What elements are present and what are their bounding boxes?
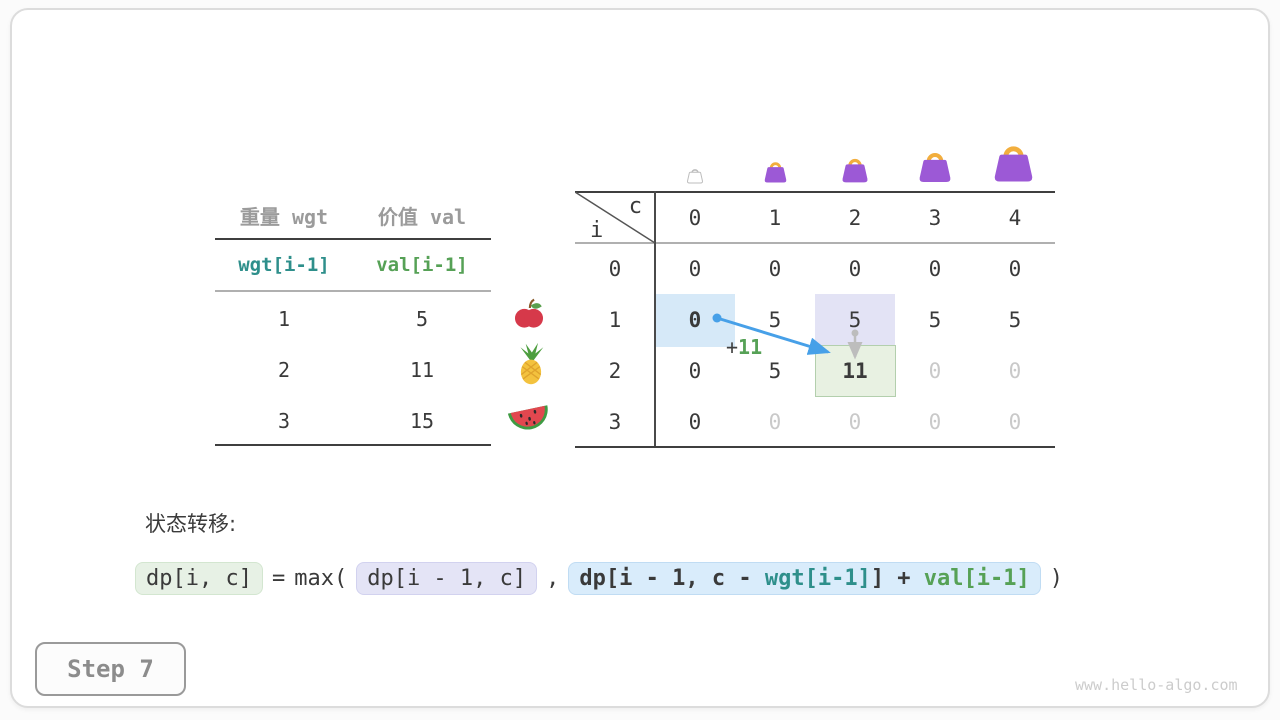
col-header: 0 bbox=[688, 205, 702, 230]
bag-large-icon bbox=[915, 147, 955, 184]
items-table-header: 重量 wgt 价值 val bbox=[215, 192, 491, 238]
watermelon-icon bbox=[506, 398, 552, 434]
apple-icon bbox=[512, 296, 546, 332]
col-header: 4 bbox=[1008, 205, 1022, 230]
formula-lhs: dp[i, c] bbox=[135, 562, 263, 595]
item-weight: 1 bbox=[277, 306, 291, 331]
items-table-index-row: wgt[i-1] val[i-1] bbox=[215, 240, 491, 290]
bag-medium-icon bbox=[839, 154, 871, 184]
divider bbox=[215, 444, 491, 446]
divider bbox=[215, 238, 491, 240]
bag-small-icon bbox=[762, 158, 789, 184]
weight-header: 重量 wgt bbox=[239, 204, 329, 229]
equals-sign: = bbox=[271, 566, 286, 591]
value-header: 价值 val bbox=[377, 204, 467, 229]
formula-arg2: dp[i - 1, c - wgt[i-1]] + val[i-1] bbox=[568, 562, 1041, 595]
item-weight: 2 bbox=[277, 357, 291, 382]
plus-sign: + bbox=[726, 335, 739, 359]
dp-cell: 0 bbox=[928, 256, 942, 281]
formula-arg1: dp[i - 1, c] bbox=[356, 562, 538, 595]
dp-row-0: 0 0 0 0 0 bbox=[655, 243, 1055, 294]
dp-cell-pending: 0 bbox=[848, 409, 862, 434]
corner-col-var: c bbox=[628, 194, 642, 219]
dp-cell: 5 bbox=[928, 307, 942, 332]
arg2-wgt-term: wgt[i-1] bbox=[764, 566, 871, 591]
dp-cell: 5 bbox=[768, 358, 782, 383]
divider bbox=[575, 242, 1055, 244]
dp-cell: 0 bbox=[688, 256, 702, 281]
item-value: 5 bbox=[415, 306, 429, 331]
col-header: 2 bbox=[848, 205, 862, 230]
item-value: 15 bbox=[409, 408, 435, 433]
arg2-mid: ] + bbox=[870, 566, 924, 591]
dp-row-2: 0 5 11 0 0 bbox=[655, 345, 1055, 396]
dp-cell-pending: 0 bbox=[1008, 358, 1022, 383]
divider bbox=[215, 290, 491, 292]
add-value-annotation: +11 bbox=[726, 335, 762, 359]
row-header: 2 bbox=[608, 358, 622, 383]
dp-cell: 5 bbox=[1008, 307, 1022, 332]
dp-row-headers: 0 1 2 3 bbox=[575, 243, 655, 447]
dp-cell: 0 bbox=[688, 409, 702, 434]
comma: , bbox=[546, 566, 560, 591]
transition-formula: dp[i, c] = max( dp[i - 1, c] , dp[i - 1,… bbox=[135, 562, 1063, 595]
pineapple-icon bbox=[513, 342, 549, 386]
item-weight: 3 bbox=[277, 408, 291, 433]
dp-row-3: 0 0 0 0 0 bbox=[655, 396, 1055, 447]
step-badge: Step 7 bbox=[35, 642, 186, 696]
max-open: max( bbox=[294, 566, 348, 591]
dp-col-headers: 0 1 2 3 4 bbox=[655, 192, 1055, 243]
arg2-prefix: dp[i - 1, c - bbox=[579, 566, 765, 591]
dp-cell-pending: 0 bbox=[928, 409, 942, 434]
col-header: 1 bbox=[768, 205, 782, 230]
dp-cell-pending: 0 bbox=[1008, 409, 1022, 434]
bag-outline-icon bbox=[685, 166, 705, 184]
dp-cell: 0 bbox=[848, 256, 862, 281]
dp-cell-pending: 0 bbox=[928, 358, 942, 383]
dp-cell: 0 bbox=[768, 256, 782, 281]
dp-cell: 5 bbox=[848, 307, 862, 332]
arg2-val-term: val[i-1] bbox=[923, 566, 1030, 591]
dp-cell-current: 11 bbox=[842, 358, 868, 383]
col-header: 3 bbox=[928, 205, 942, 230]
dp-corner-cell: c i bbox=[575, 192, 655, 243]
dp-cell-pending: 0 bbox=[768, 409, 782, 434]
divider bbox=[575, 446, 1055, 448]
dp-cell-source: 0 bbox=[688, 307, 702, 332]
divider bbox=[575, 191, 1055, 193]
item-row: 3 15 bbox=[215, 395, 491, 446]
item-row: 2 11 bbox=[215, 344, 491, 395]
row-header: 0 bbox=[608, 256, 622, 281]
close-paren: ) bbox=[1049, 566, 1064, 591]
row-header: 1 bbox=[608, 307, 622, 332]
dp-cell: 0 bbox=[688, 358, 702, 383]
wgt-index-label: wgt[i-1] bbox=[238, 254, 330, 276]
row-header: 3 bbox=[608, 409, 622, 434]
corner-row-var: i bbox=[590, 218, 604, 243]
bag-xlarge-icon bbox=[990, 139, 1037, 184]
watermark: www.hello-algo.com bbox=[1075, 676, 1238, 694]
item-row: 1 5 bbox=[215, 293, 491, 344]
val-index-label: val[i-1] bbox=[376, 254, 468, 276]
added-value: 11 bbox=[738, 335, 763, 359]
divider bbox=[654, 191, 656, 448]
item-value: 11 bbox=[409, 357, 435, 382]
transition-title: 状态转移: bbox=[145, 512, 237, 536]
dp-row-1: 0 5 5 5 5 bbox=[655, 294, 1055, 345]
dp-cell: 0 bbox=[1008, 256, 1022, 281]
